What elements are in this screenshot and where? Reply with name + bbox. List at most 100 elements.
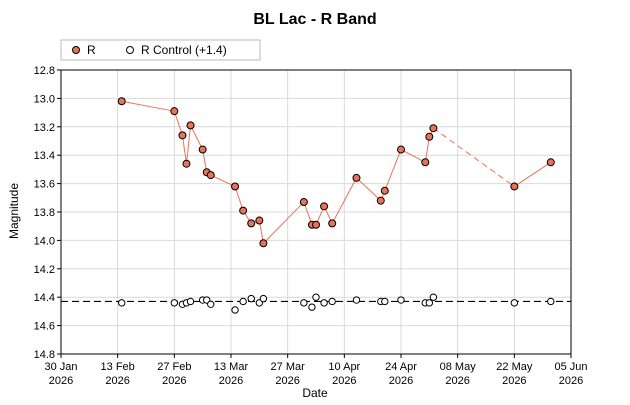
x-tick-label: 10 Apr — [328, 361, 360, 373]
x-tick-year: 2026 — [275, 375, 299, 387]
x-tick-year: 2026 — [162, 375, 186, 387]
r-point — [425, 132, 434, 141]
x-tick-year: 2026 — [219, 375, 243, 387]
control-point — [397, 296, 405, 304]
legend-box — [60, 39, 261, 61]
r-series-segment — [514, 161, 552, 187]
r-point — [239, 206, 248, 215]
r-point — [182, 159, 191, 168]
r-series-segment — [121, 100, 175, 112]
r-series-segment — [384, 149, 402, 191]
x-tick-label: 27 Mar — [271, 361, 306, 373]
control-point — [320, 299, 328, 307]
x-tick-year: 2026 — [105, 375, 129, 387]
control-point — [186, 297, 195, 306]
y-tick-label: 14.0 — [34, 235, 55, 247]
control-point — [381, 297, 389, 306]
r-series-gap-segment — [433, 127, 515, 187]
r-point — [231, 182, 240, 191]
y-tick-label: 13.2 — [34, 122, 55, 134]
r-point — [170, 107, 179, 116]
r-point — [206, 171, 215, 180]
y-tick-label: 14.6 — [34, 321, 55, 333]
control-point — [308, 303, 316, 311]
r-series-segment — [263, 201, 305, 244]
control-point — [259, 294, 268, 303]
control-point — [207, 300, 215, 308]
r-point — [178, 131, 187, 140]
legend-marker-r — [72, 46, 80, 54]
r-point — [186, 121, 195, 130]
r-point — [117, 97, 126, 106]
control-point — [300, 299, 308, 307]
x-tick-label: 24 Apr — [385, 361, 417, 373]
grid — [60, 69, 572, 355]
y-tick-label: 14.8 — [34, 349, 55, 361]
control-point — [170, 299, 179, 307]
r-series-segment — [185, 125, 192, 164]
legend-marker-control — [126, 46, 134, 54]
y-tick-label: 14.2 — [34, 264, 55, 276]
r-point — [376, 196, 385, 205]
y-tick-label: 13.4 — [34, 150, 55, 162]
y-tick-label: 12.8 — [34, 65, 55, 77]
x-axis-label: Date — [302, 386, 328, 400]
control-point — [247, 294, 255, 303]
plot-frame — [60, 69, 572, 355]
x-tick-year: 2026 — [389, 375, 413, 387]
r-point — [429, 124, 438, 133]
r-series-segment — [190, 125, 204, 150]
r-point — [352, 173, 361, 182]
x-tick-year: 2026 — [49, 375, 73, 387]
legend-label-r: R — [87, 43, 96, 57]
x-tick-label: 05 Jun — [554, 361, 587, 373]
r-point — [312, 220, 320, 229]
x-tick-label: 22 May — [496, 361, 533, 373]
x-tick-year: 2026 — [559, 375, 583, 387]
legend: R R Control (+1.4) — [60, 39, 261, 61]
chart-title: BL Lac - R Band — [253, 11, 376, 28]
r-series-segment — [173, 111, 183, 136]
x-tick-label: 13 Mar — [214, 361, 249, 373]
control-point — [118, 299, 126, 307]
r-point — [380, 186, 389, 195]
x-tick-label: 13 Feb — [101, 361, 135, 373]
r-series-segment — [356, 177, 382, 202]
control-point — [239, 297, 247, 306]
control-point — [231, 306, 239, 314]
r-point — [198, 145, 207, 154]
y-tick-label: 13.8 — [34, 207, 55, 219]
r-series-segment — [303, 201, 313, 225]
control-point — [312, 293, 320, 301]
r-point — [255, 216, 264, 225]
x-tick-label: 08 May — [440, 361, 477, 373]
r-point — [328, 219, 337, 228]
r-series-segment — [234, 186, 244, 211]
series-layer — [61, 97, 571, 314]
r-point — [397, 145, 405, 154]
control-point — [429, 293, 438, 301]
x-tick-label: 30 Jan — [44, 361, 77, 373]
r-point — [299, 198, 308, 207]
r-point — [546, 158, 555, 167]
control-point — [547, 297, 555, 306]
x-tick-label: 27 Feb — [157, 361, 191, 373]
y-tick-label: 14.4 — [34, 292, 55, 304]
r-series-segment — [210, 174, 236, 187]
r-series-segment — [181, 135, 187, 164]
r-series-segment — [331, 177, 357, 224]
x-tick-year: 2026 — [332, 375, 356, 387]
control-point — [510, 299, 519, 307]
r-series-segment — [424, 136, 430, 163]
r-point — [421, 158, 430, 167]
y-tick-label: 13.0 — [34, 93, 55, 105]
y-axis-label: Magnitude — [7, 183, 21, 239]
y-tick-label: 13.6 — [34, 179, 55, 191]
legend-label-control: R Control (+1.4) — [141, 43, 227, 57]
r-point — [320, 202, 329, 211]
control-point — [425, 299, 434, 307]
r-point — [247, 219, 256, 228]
r-point — [259, 239, 268, 248]
r-point — [510, 182, 519, 191]
